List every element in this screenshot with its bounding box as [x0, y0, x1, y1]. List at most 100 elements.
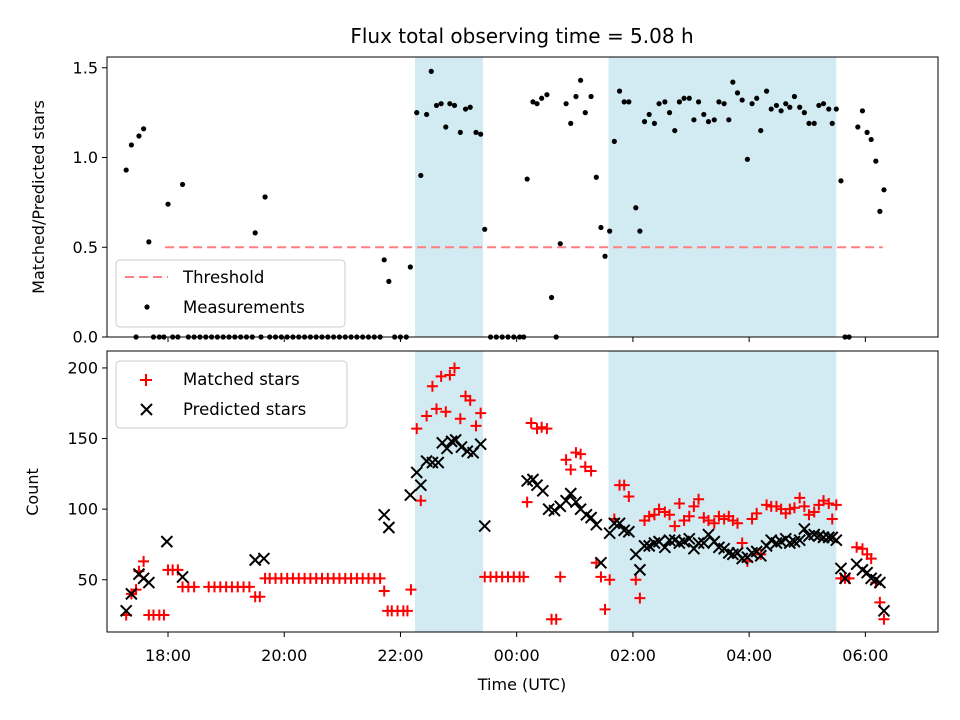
measurement-point [749, 101, 755, 107]
measurement-point [791, 93, 798, 100]
measurement-point [877, 208, 883, 214]
measurement-point [701, 111, 707, 118]
predicted-star-point [377, 508, 391, 522]
measurement-point [666, 110, 673, 116]
measurement-point [611, 138, 617, 144]
measurement-point [686, 95, 692, 101]
matched-star-point [440, 406, 452, 418]
measurement-point [711, 117, 717, 123]
matched-star-point [521, 496, 533, 508]
top-shaded-intervals [414, 57, 837, 337]
x-tick-label: 02:00 [610, 646, 656, 665]
measurement-point [443, 124, 449, 130]
matched-star-point [464, 394, 476, 406]
predicted-star-point [432, 456, 445, 469]
predicted-star-point [877, 604, 891, 618]
measurement-point [797, 104, 803, 110]
measurement-point [734, 90, 741, 96]
measurement-point [833, 106, 839, 112]
predicted-star-point [697, 536, 711, 550]
matched-star-point [565, 464, 577, 476]
predicted-star-point [426, 456, 439, 469]
measurement-point [557, 241, 563, 247]
matched-star-point [243, 581, 255, 593]
measurement-point [593, 174, 599, 180]
measurement-point [662, 99, 668, 105]
matched-star-point [878, 613, 890, 625]
measurement-point [787, 104, 793, 110]
predicted-star-point [594, 556, 608, 570]
top-plot-frame [106, 56, 939, 338]
x-tick-label: 20:00 [261, 646, 307, 665]
matched-star-point [411, 423, 423, 435]
predicted-star-point [822, 531, 835, 544]
predicted-star-point [793, 534, 806, 547]
predicted-star-point [663, 534, 676, 547]
matched-star-point [826, 513, 838, 525]
measurement-point [128, 142, 135, 148]
measurement-point [573, 93, 579, 100]
predicted-star-point [474, 437, 487, 451]
predicted-star-point [754, 549, 767, 562]
predicted-star-point [548, 504, 561, 517]
measurement-point [758, 127, 764, 134]
measurement-point [656, 101, 662, 107]
matched-star-point [630, 574, 642, 586]
predicted-star-point [638, 539, 651, 553]
chart-title: Flux total observing time = 5.08 h [350, 24, 693, 48]
measurement-point [418, 172, 424, 179]
matched-star-point [158, 609, 170, 621]
top-panel: 0.0 0.5 1.0 1.5 Matched/Predicted stars Thr… [29, 56, 939, 347]
measurement-point [868, 136, 874, 143]
measurement-point [433, 102, 440, 109]
matched-star-point [426, 380, 438, 392]
measurement-point [548, 294, 555, 301]
predicted-star-point [382, 521, 396, 534]
bottom-y-tick-label: 50 [78, 570, 98, 589]
measurement-point [530, 99, 536, 105]
measurement-point [873, 158, 879, 164]
predicted-star-point [830, 534, 843, 547]
measurement-point [744, 156, 750, 162]
measurement-point [754, 95, 760, 101]
matched-star-point [669, 520, 681, 532]
measurement-point [637, 228, 643, 234]
measurement-point [801, 110, 807, 116]
top-y-tick-label: 1.5 [73, 58, 98, 77]
measurement-point [763, 88, 770, 94]
measurement-point [482, 226, 488, 232]
matched-star-point [736, 537, 748, 549]
measurement-point [859, 108, 866, 114]
measurement-point [179, 181, 186, 188]
matched-star-point [851, 541, 863, 553]
x-axis-label: Time (UTC) [477, 675, 566, 694]
measurement-point [716, 99, 722, 105]
matched-star-point [378, 585, 390, 597]
measurement-point [478, 131, 484, 137]
matched-star-point [421, 410, 433, 422]
matched-star-point [525, 417, 537, 429]
measurement-point [621, 99, 627, 105]
matched-star-point [688, 500, 700, 512]
matched-star-point [585, 465, 597, 477]
measurement-point [773, 102, 780, 109]
measurement-point [783, 101, 789, 107]
x-tick-label: 04:00 [726, 646, 772, 665]
measurement-point [806, 120, 812, 127]
matched-star-point [401, 605, 413, 617]
measurement-point [829, 120, 835, 127]
bottom-shaded-interval-0 [414, 351, 483, 632]
matched-star-point [732, 517, 744, 529]
matched-stars-points [120, 362, 890, 625]
top-legend-box [115, 259, 346, 328]
predicted-star-point [692, 536, 705, 550]
measurement-point [381, 257, 387, 263]
matched-star-point [454, 413, 466, 425]
bottom-plot-frame [106, 350, 939, 633]
measurement-point [739, 97, 745, 103]
predicted-star-point [658, 541, 672, 554]
top-y-tick-label: 0.5 [73, 238, 98, 257]
top-y-axis-label: Matched/Predicted stars [29, 100, 48, 294]
matched-star-point [708, 517, 720, 529]
predicted-star-point [125, 587, 138, 601]
